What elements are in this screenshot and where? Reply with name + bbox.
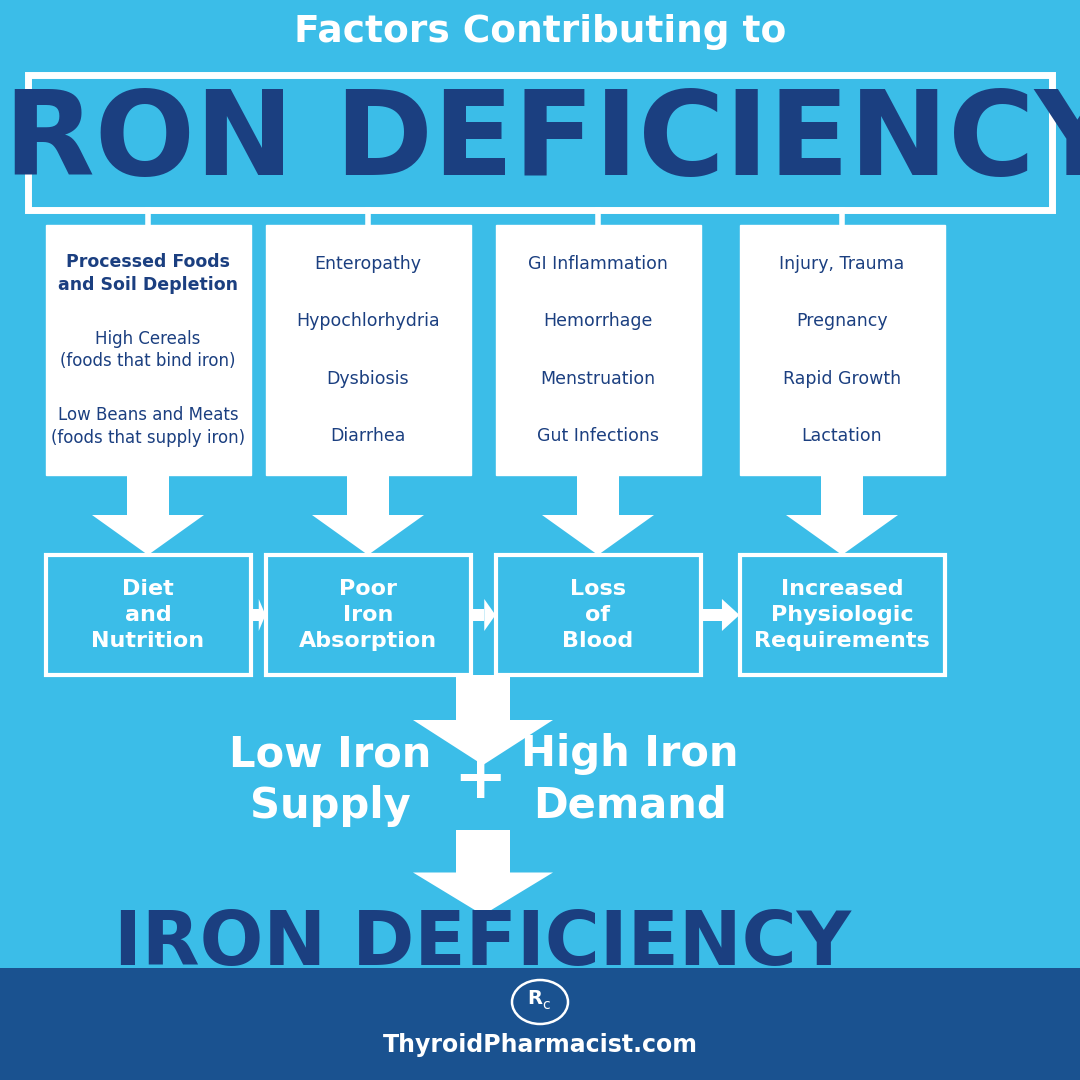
Text: Enteropathy: Enteropathy bbox=[314, 255, 421, 273]
Polygon shape bbox=[413, 720, 553, 765]
FancyBboxPatch shape bbox=[45, 555, 251, 675]
FancyBboxPatch shape bbox=[45, 225, 251, 475]
Text: Loss
of
Blood: Loss of Blood bbox=[563, 579, 634, 650]
Text: Pregnancy: Pregnancy bbox=[796, 312, 888, 330]
FancyBboxPatch shape bbox=[0, 968, 1080, 1080]
Text: High Cereals
(foods that bind iron): High Cereals (foods that bind iron) bbox=[60, 329, 235, 370]
Polygon shape bbox=[457, 675, 510, 720]
Polygon shape bbox=[701, 609, 721, 621]
Text: Gut Infections: Gut Infections bbox=[537, 428, 659, 445]
Polygon shape bbox=[542, 515, 654, 555]
FancyBboxPatch shape bbox=[496, 555, 701, 675]
Text: Injury, Trauma: Injury, Trauma bbox=[780, 255, 905, 273]
Polygon shape bbox=[821, 475, 863, 515]
Text: Hemorrhage: Hemorrhage bbox=[543, 312, 652, 330]
Text: Menstruation: Menstruation bbox=[540, 369, 656, 388]
FancyBboxPatch shape bbox=[740, 555, 945, 675]
FancyBboxPatch shape bbox=[740, 225, 945, 475]
Text: Low Beans and Meats
(foods that supply iron): Low Beans and Meats (foods that supply i… bbox=[51, 406, 245, 447]
Polygon shape bbox=[251, 609, 259, 621]
Polygon shape bbox=[471, 609, 484, 621]
Text: +: + bbox=[454, 750, 507, 811]
Text: c: c bbox=[542, 998, 550, 1012]
Text: GI Inflammation: GI Inflammation bbox=[528, 255, 667, 273]
Polygon shape bbox=[92, 515, 204, 555]
Polygon shape bbox=[259, 599, 266, 631]
Polygon shape bbox=[457, 831, 510, 873]
Text: Low Iron
Supply: Low Iron Supply bbox=[229, 733, 431, 827]
Text: ThyroidPharmacist.com: ThyroidPharmacist.com bbox=[382, 1032, 698, 1057]
Text: R: R bbox=[527, 988, 542, 1008]
Text: Diet
and
Nutrition: Diet and Nutrition bbox=[92, 579, 204, 650]
Polygon shape bbox=[347, 475, 389, 515]
FancyBboxPatch shape bbox=[496, 225, 701, 475]
Polygon shape bbox=[312, 515, 424, 555]
Polygon shape bbox=[126, 475, 170, 515]
Polygon shape bbox=[786, 515, 897, 555]
Text: Processed Foods
and Soil Depletion: Processed Foods and Soil Depletion bbox=[58, 253, 238, 294]
Text: Hypochlorhydria: Hypochlorhydria bbox=[296, 312, 440, 330]
Polygon shape bbox=[721, 599, 740, 631]
Polygon shape bbox=[413, 873, 553, 915]
FancyBboxPatch shape bbox=[266, 555, 471, 675]
Text: Increased
Physiologic
Requirements: Increased Physiologic Requirements bbox=[754, 579, 930, 650]
Text: Factors Contributing to: Factors Contributing to bbox=[294, 14, 786, 50]
Text: Diarrhea: Diarrhea bbox=[330, 428, 406, 445]
Text: Poor
Iron
Absorption: Poor Iron Absorption bbox=[299, 579, 437, 650]
Text: Dysbiosis: Dysbiosis bbox=[326, 369, 409, 388]
Polygon shape bbox=[577, 475, 619, 515]
Text: IRON DEFICIENCY: IRON DEFICIENCY bbox=[114, 908, 851, 982]
Text: IRON DEFICIENCY: IRON DEFICIENCY bbox=[0, 85, 1080, 200]
Text: Lactation: Lactation bbox=[801, 428, 882, 445]
Text: Rapid Growth: Rapid Growth bbox=[783, 369, 901, 388]
Polygon shape bbox=[484, 599, 496, 631]
Text: High Iron
Demand: High Iron Demand bbox=[522, 733, 739, 827]
FancyBboxPatch shape bbox=[266, 225, 471, 475]
FancyBboxPatch shape bbox=[28, 75, 1052, 210]
